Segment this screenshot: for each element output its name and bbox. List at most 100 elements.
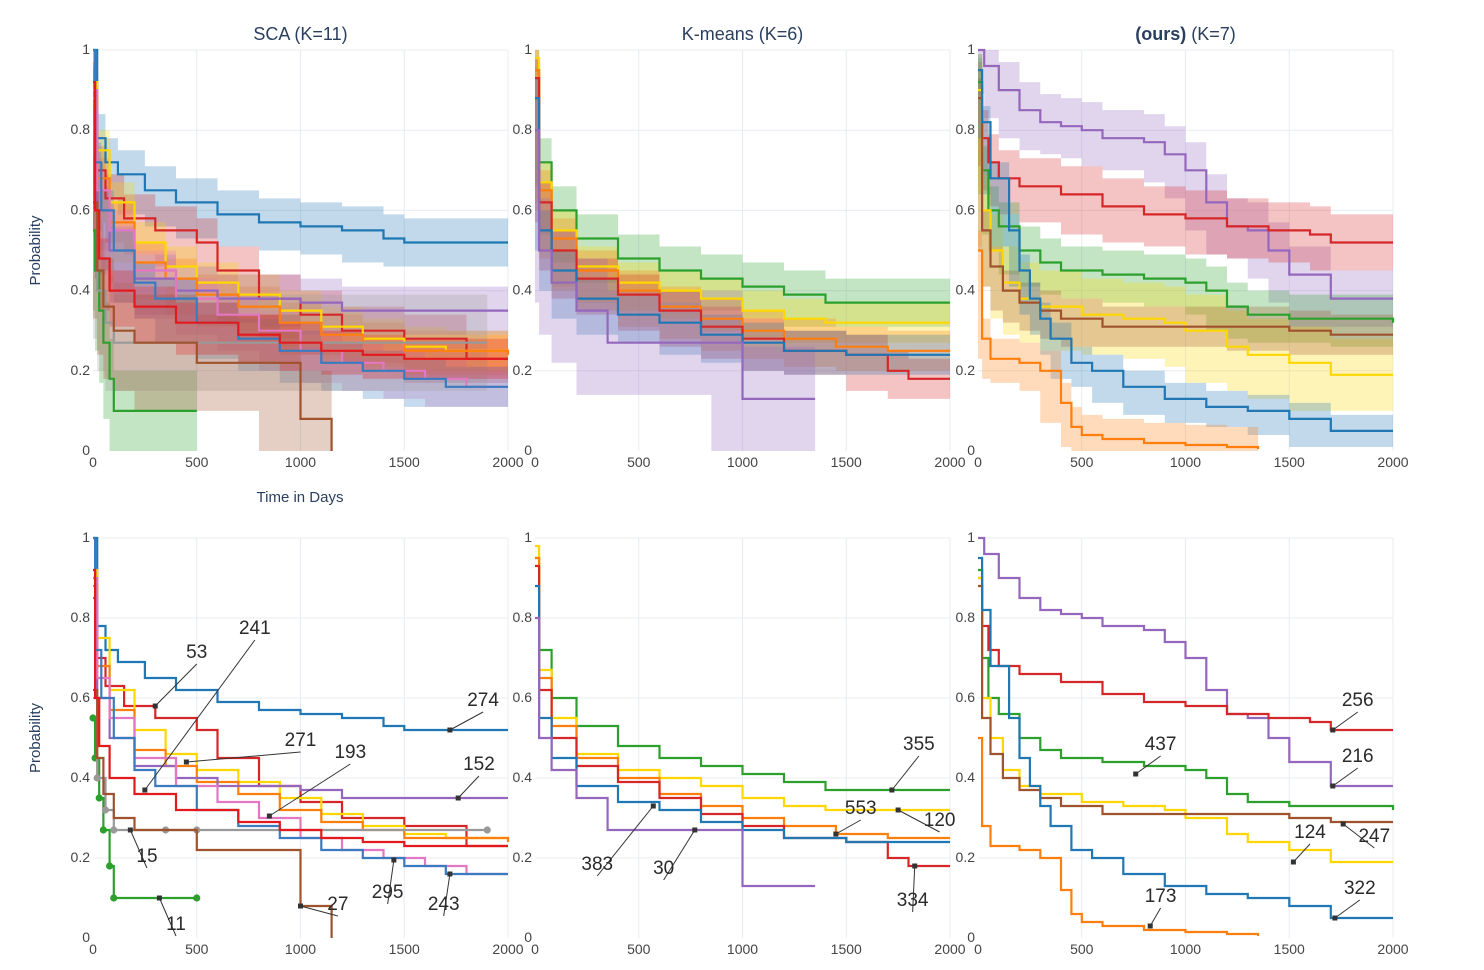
annotation-marker <box>391 857 397 863</box>
annotation-label: 274 <box>467 690 499 711</box>
survival-curve-0 <box>93 536 508 732</box>
annotation-marker <box>152 703 158 709</box>
confidence-band-8 <box>93 162 488 391</box>
annotation-arrow <box>663 829 696 881</box>
y-tick-label: 0.4 <box>513 282 533 298</box>
y-tick-label: 0.2 <box>71 362 91 378</box>
x-tick-label: 0 <box>531 941 539 957</box>
annotation-arrow <box>1149 907 1162 927</box>
annotation-marker <box>1290 859 1296 865</box>
y-tick-label: 0 <box>82 442 90 458</box>
y-tick-label: 0.6 <box>71 201 91 217</box>
annotation-label: 216 <box>1342 746 1374 767</box>
y-axis-label: Probability <box>27 215 44 286</box>
x-tick-label: 2000 <box>934 454 965 470</box>
annotation-label: 27 <box>327 894 348 915</box>
y-tick-label: 0.6 <box>71 689 91 705</box>
annotation-label: 437 <box>1145 734 1177 755</box>
survival-curve-5 <box>535 616 816 888</box>
x-tick-label: 1000 <box>1170 941 1201 957</box>
annotation-arrow <box>449 711 484 731</box>
confidence-band-4 <box>978 78 1393 355</box>
annotation-label: 322 <box>1344 878 1376 899</box>
x-tick-label: 0 <box>89 941 97 957</box>
y-tick-label: 0.2 <box>513 849 533 865</box>
panel-top-0: 0 0.2 0.4 0.6 0.8 1 0 500 1000 1500 2000 SCA (K=11)… <box>27 24 524 506</box>
x-tick-label: 1500 <box>831 941 862 957</box>
y-tick-label: 0 <box>967 929 975 945</box>
annotation-arrow <box>158 897 177 937</box>
y-tick-label: 0.6 <box>956 201 976 217</box>
y-tick-label: 0.8 <box>956 121 976 137</box>
panel-bottom-2: 0 0.2 0.4 0.6 0.8 1 0 500 1000 1500 2000 256 437 216 1… <box>956 529 1409 957</box>
survival-curve-5 <box>978 69 1393 432</box>
panel-title: (ours) (K=7) <box>1135 24 1236 44</box>
annotation-arrow <box>129 829 148 869</box>
annotation-arrow <box>269 763 351 817</box>
y-tick-label: 0.4 <box>513 769 533 785</box>
y-tick-label: 0.8 <box>513 609 533 625</box>
annotation-label: 173 <box>1145 886 1177 907</box>
censor-marker <box>99 826 107 834</box>
x-tick-label: 500 <box>185 941 209 957</box>
x-tick-label: 0 <box>89 454 97 470</box>
survival-curve-0 <box>93 48 508 244</box>
y-tick-label: 0 <box>967 442 975 458</box>
survival-curve-0 <box>978 48 1393 300</box>
survival-curve-5 <box>535 129 816 400</box>
annotation-label: 124 <box>1294 822 1326 843</box>
annotation-arrow <box>1342 823 1375 849</box>
survival-curve-5 <box>978 556 1393 920</box>
annotation-marker <box>650 803 656 809</box>
annotation-arrow <box>596 805 654 877</box>
annotation-marker <box>692 827 698 833</box>
x-tick-label: 1000 <box>727 454 758 470</box>
y-tick-label: 0.6 <box>513 689 533 705</box>
confidence-band-4 <box>535 78 950 375</box>
survival-curve-3 <box>978 576 1393 864</box>
survival-curve-2 <box>978 568 1395 810</box>
survival-curve-4 <box>978 584 1393 824</box>
survival-curve-6 <box>978 736 1260 936</box>
survival-curve-1 <box>93 89 508 360</box>
annotation-label: 355 <box>903 734 935 755</box>
y-tick-label: 0.8 <box>513 121 533 137</box>
survival-curve-9 <box>93 201 333 451</box>
y-tick-label: 0 <box>524 442 532 458</box>
annotation-arrow <box>1332 767 1359 787</box>
confidence-band-7 <box>93 190 197 451</box>
annotation-marker <box>1340 821 1346 827</box>
annotation-marker <box>156 895 162 901</box>
x-tick-label: 1500 <box>389 454 420 470</box>
y-tick-label: 0 <box>524 929 532 945</box>
annotation-marker <box>895 807 901 813</box>
annotation-marker <box>1332 915 1338 921</box>
confidence-band-5 <box>535 78 816 451</box>
annotation-label: 334 <box>897 890 929 911</box>
x-tick-label: 1000 <box>1170 454 1201 470</box>
panel-bottom-1: 0 0.2 0.4 0.6 0.8 1 0 500 1000 1500 2000 355 553 120 3… <box>513 529 966 957</box>
y-tick-label: 1 <box>967 41 975 57</box>
annotation-label: 53 <box>186 642 207 663</box>
censor-marker <box>89 714 97 722</box>
y-tick-label: 0.4 <box>956 769 976 785</box>
x-axis-label: Time in Days <box>257 489 344 506</box>
annotation-label: 247 <box>1358 826 1390 847</box>
annotation-arrow <box>897 809 940 833</box>
panel-bottom-0: 0 0.2 0.4 0.6 0.8 1 0 500 1000 1500 2000 Probabilit… <box>27 529 524 957</box>
censor-marker <box>106 862 114 870</box>
x-tick-label: 500 <box>627 454 651 470</box>
annotation-marker <box>183 759 189 765</box>
annotation-marker <box>447 727 453 733</box>
survival-curve-4 <box>978 97 1393 336</box>
x-tick-label: 500 <box>627 941 651 957</box>
survival-curve-0 <box>535 69 950 304</box>
confidence-band-3 <box>978 54 1393 411</box>
censor-marker <box>101 806 110 814</box>
annotation-label: 295 <box>372 882 404 903</box>
annotation-marker <box>298 903 303 909</box>
annotation-arrow <box>1135 755 1161 775</box>
survival-curve-5 <box>93 576 508 876</box>
annotation-arrow <box>387 859 395 905</box>
survival-curve-0 <box>535 556 950 792</box>
